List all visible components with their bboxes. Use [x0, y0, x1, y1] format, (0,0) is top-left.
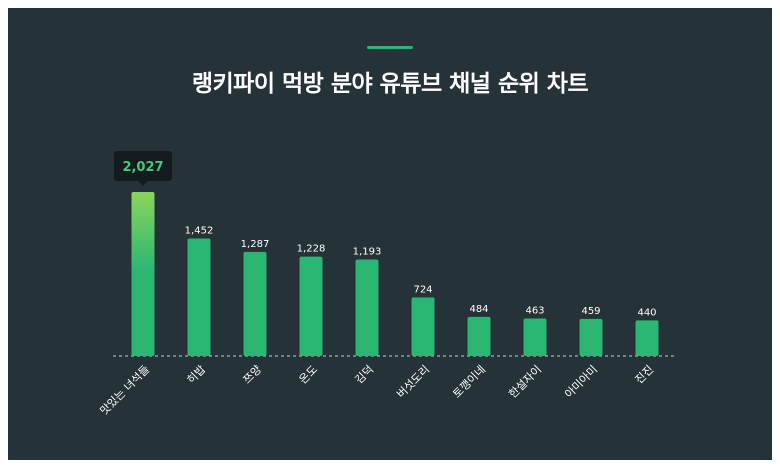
value-label: 2,027 [122, 160, 163, 175]
bar [523, 318, 547, 356]
value-label: 463 [525, 306, 544, 317]
bar-chart: 2,027 맛있는 녀석들 1,452 히밥 1,287 쯔양 1,228 온도 1,193 김덕… [98, 151, 676, 418]
bar [131, 192, 155, 356]
category-label: 김덕 [353, 363, 377, 387]
bar [635, 320, 659, 356]
category-label: 히밥 [184, 362, 208, 386]
bar [579, 318, 603, 356]
value-label: 440 [637, 307, 656, 318]
value-label: 1,452 [185, 226, 214, 237]
value-tooltip [114, 151, 172, 181]
category-label: 한설자이 [506, 363, 544, 401]
value-tooltip-pointer [138, 181, 148, 186]
value-label: 459 [581, 306, 600, 317]
title-accent-line [367, 46, 413, 49]
bar [355, 259, 379, 356]
category-label: 토깽이네 [450, 363, 488, 401]
category-label: 진진 [633, 363, 657, 387]
value-label: 1,193 [353, 246, 382, 257]
category-label: 맛있는 녀석들 [98, 363, 153, 418]
category-label: 아미아미 [562, 363, 600, 401]
bar [299, 256, 323, 356]
bar [411, 297, 435, 356]
value-label: 724 [413, 284, 432, 295]
category-label: 온도 [297, 363, 321, 387]
chart-title: 랭키파이 먹방 분야 유튜브 채널 순위 차트 [191, 71, 589, 97]
bar [243, 251, 267, 356]
bar [467, 316, 491, 356]
value-label: 484 [469, 304, 488, 315]
chart-panel: 랭키파이 먹방 분야 유튜브 채널 순위 차트 2,027 맛있는 녀석들 1,45… [8, 8, 772, 460]
bar [187, 238, 211, 356]
category-label: 쯔양 [241, 363, 265, 387]
value-label: 1,228 [297, 244, 326, 255]
category-label: 버섯도리 [394, 363, 432, 401]
value-label: 1,287 [241, 239, 270, 250]
